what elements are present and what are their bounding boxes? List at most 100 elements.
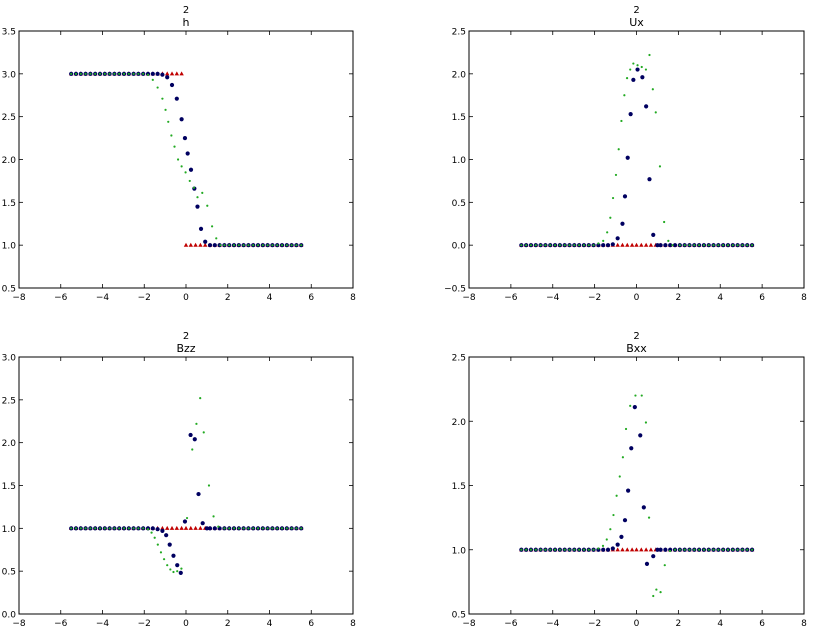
data-point-small [614, 173, 618, 177]
y-tick-label: 2.5 [2, 113, 16, 123]
data-point-small [256, 527, 260, 530]
y-tick-label: 1.0 [452, 546, 467, 556]
data-point-small [592, 548, 595, 551]
data-point-triangle [620, 547, 625, 552]
data-point-dot [596, 243, 601, 248]
data-point-small [280, 527, 284, 530]
data-point-small [623, 94, 626, 97]
x-tick-label: 6 [759, 293, 765, 303]
data-point-small [578, 244, 581, 247]
data-point-triangle [198, 525, 203, 530]
data-point-small [621, 456, 624, 459]
data-point-small [609, 528, 612, 531]
subplot-suptitle: 2 [633, 331, 639, 342]
data-point-small [568, 548, 571, 551]
data-point-small [153, 536, 156, 539]
data-point-small [261, 527, 264, 530]
axes-frame [18, 30, 354, 289]
data-point-triangle [625, 547, 630, 552]
series-dot [69, 71, 304, 248]
data-point-triangle [179, 525, 184, 530]
data-point-small [223, 527, 226, 530]
data-point-triangle [169, 71, 175, 76]
data-point-small [722, 548, 725, 551]
y-tick-label: 0.5 [452, 199, 466, 209]
data-point-small [142, 72, 145, 75]
data-point-small [202, 431, 205, 434]
data-point-small [534, 548, 537, 551]
x-tick-label: −6 [504, 619, 518, 629]
x-tick-label: 6 [759, 619, 765, 629]
data-point-dot [178, 570, 183, 575]
y-tick-label: 2.0 [452, 418, 467, 428]
data-point-small [210, 225, 214, 228]
data-point-dot [655, 547, 660, 552]
data-point-small [549, 244, 552, 247]
data-point-triangle [174, 71, 180, 76]
data-point-small [132, 72, 135, 75]
data-point-small [597, 242, 600, 245]
data-point-triangle [198, 242, 203, 247]
data-point-dot [155, 527, 160, 532]
data-point-small [655, 588, 658, 591]
data-point-dot [635, 67, 640, 72]
data-point-small [89, 72, 92, 75]
data-point-small [228, 244, 231, 247]
y-tick-label: 0.5 [452, 611, 466, 621]
data-point-small [558, 548, 561, 551]
series-dot [519, 405, 755, 566]
data-point-small [300, 527, 303, 530]
data-point-dot [196, 491, 201, 497]
data-point-triangle [620, 242, 625, 247]
data-point-small [180, 567, 183, 570]
data-point-small [634, 394, 637, 397]
data-point-small [587, 244, 590, 247]
data-point-triangle [169, 525, 175, 530]
x-tick-label: 8 [350, 293, 356, 303]
data-point-small [652, 594, 655, 598]
data-point-dot [188, 432, 193, 438]
data-point-small [544, 548, 547, 551]
data-point-small [185, 516, 189, 520]
data-point-small [94, 527, 97, 530]
data-point-small [702, 548, 706, 551]
data-point-small [736, 244, 739, 247]
data-point-small [127, 72, 130, 75]
data-point-small [525, 548, 528, 551]
data-point-small [103, 527, 106, 530]
data-point-small [146, 73, 150, 76]
x-tick-label: 8 [801, 619, 807, 629]
data-point-dot [160, 72, 165, 77]
data-point-small [678, 244, 681, 247]
data-point-small [582, 244, 586, 247]
data-point-small [176, 158, 180, 161]
data-point-dot [150, 526, 155, 531]
data-point-small [726, 244, 730, 247]
y-tick-label: 3.0 [2, 70, 17, 80]
y-tick-label: 2.5 [2, 396, 16, 406]
data-point-small [122, 527, 126, 530]
data-point-small [132, 527, 135, 530]
data-point-triangle [193, 525, 198, 530]
data-point-small [698, 548, 701, 551]
data-point-triangle [629, 547, 635, 552]
data-point-dot [179, 117, 184, 122]
data-point-dot [622, 518, 628, 523]
data-point-small [693, 548, 696, 551]
y-tick-label: 2.5 [452, 354, 466, 364]
x-tick-label: 4 [717, 293, 723, 303]
data-point-small [663, 220, 666, 224]
data-point-small [563, 244, 566, 247]
data-point-small [142, 527, 145, 530]
data-point-small [89, 527, 92, 530]
data-point-dot [632, 405, 637, 410]
data-point-small [188, 179, 191, 183]
data-point-dot [644, 561, 650, 566]
data-point-small [266, 527, 269, 530]
data-point-dot [626, 488, 631, 493]
y-tick-label: 0.0 [2, 611, 17, 621]
data-point-dot [647, 177, 652, 182]
x-tick-label: 2 [225, 293, 231, 303]
data-point-small [688, 548, 691, 551]
